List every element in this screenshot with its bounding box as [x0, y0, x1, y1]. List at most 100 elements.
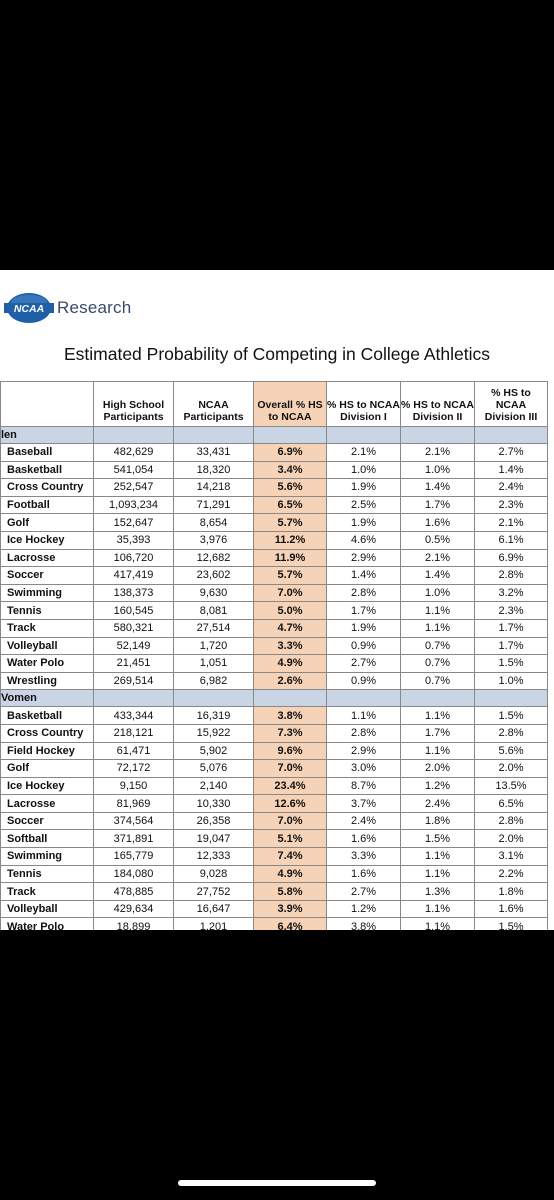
d2-cell: 1.4%	[400, 478, 475, 497]
ncaa-cell: 14,218	[173, 478, 254, 497]
sport-cell: Golf	[0, 759, 94, 778]
page-title: Estimated Probability of Competing in Co…	[63, 344, 491, 364]
overall-cell: 9.6%	[253, 741, 327, 761]
table-row: Ice Hockey 35,393 3,976 11.2% 4.6% 0.5% 6.1%	[0, 530, 548, 550]
d3-cell: 2.8%	[474, 723, 548, 743]
sport-cell: Water Polo	[0, 917, 94, 930]
d1-cell: 2.9%	[326, 548, 401, 568]
ncaa-cell: 15,922	[173, 723, 254, 743]
sport-cell: Volleyball	[0, 899, 94, 919]
d1-cell: 1.9%	[326, 478, 401, 497]
sport-cell: Soccer	[0, 566, 94, 585]
ncaa-cell: 27,514	[173, 618, 254, 638]
table-row: Soccer 417,419 23,602 5.7% 1.4% 1.4% 2.8%	[0, 566, 548, 585]
group-header-row: len	[0, 426, 548, 444]
d3-cell: 6.5%	[474, 794, 548, 813]
d1-cell: 2.4%	[326, 811, 401, 831]
ncaa-cell: 16,647	[173, 899, 254, 919]
d2-cell: 1.8%	[400, 811, 475, 831]
hs-cell: 72,172	[93, 759, 174, 778]
d1-cell: 1.2%	[326, 899, 401, 919]
hs-cell: 580,321	[93, 618, 174, 638]
d3-cell: 1.8%	[474, 882, 548, 901]
hs-cell: 371,891	[93, 829, 174, 849]
group-empty-cell	[173, 426, 254, 444]
hs-cell: 269,514	[93, 671, 174, 691]
table-body: len Baseball 482,629 33,431 6.9% 2.1% 2.1% 2.7%…	[0, 426, 548, 930]
table-row: Golf 72,172 5,076 7.0% 3.0% 2.0% 2.0%	[0, 759, 548, 778]
d2-cell: 1.7%	[400, 495, 475, 515]
d2-cell: 1.1%	[400, 741, 475, 761]
d2-cell: 0.7%	[400, 636, 475, 656]
table-row: Cross Country 218,121 15,922 7.3% 2.8% 1.7% 2.…	[0, 723, 548, 743]
d3-cell: 6.1%	[474, 530, 548, 550]
table-row: Golf 152,647 8,654 5.7% 1.9% 1.6% 2.1%	[0, 513, 548, 532]
d1-cell: 1.6%	[326, 829, 401, 849]
table-row: Soccer 374,564 26,358 7.0% 2.4% 1.8% 2.8%	[0, 811, 548, 831]
hs-cell: 433,344	[93, 706, 174, 725]
ncaa-cell: 23,602	[173, 566, 254, 585]
d2-cell: 1.0%	[400, 583, 475, 603]
group-empty-cell	[173, 689, 254, 708]
group-label: len	[0, 426, 94, 444]
group-empty-cell	[93, 426, 174, 444]
sport-cell: Lacrosse	[0, 548, 94, 568]
d3-cell: 5.6%	[474, 741, 548, 761]
d2-cell: 0.5%	[400, 530, 475, 550]
sport-cell: Swimming	[0, 583, 94, 603]
hs-cell: 106,720	[93, 548, 174, 568]
table-row: Tennis 160,545 8,081 5.0% 1.7% 1.1% 2.3%	[0, 601, 548, 620]
ncaa-cell: 1,720	[173, 636, 254, 656]
sport-cell: Volleyball	[0, 636, 94, 656]
group-empty-cell	[474, 426, 548, 444]
table-row: Water Polo 21,451 1,051 4.9% 2.7% 0.7% 1.5%	[0, 654, 548, 673]
d3-cell: 13.5%	[474, 776, 548, 796]
d1-cell: 3.3%	[326, 847, 401, 866]
d1-cell: 0.9%	[326, 671, 401, 691]
overall-cell: 5.6%	[253, 478, 327, 497]
d3-cell: 2.3%	[474, 495, 548, 515]
group-empty-cell	[400, 426, 475, 444]
hs-cell: 138,373	[93, 583, 174, 603]
d3-cell: 3.2%	[474, 583, 548, 603]
d3-cell: 1.6%	[474, 899, 548, 919]
overall-cell: 3.3%	[253, 636, 327, 656]
table-row: Cross Country 252,547 14,218 5.6% 1.9% 1.4% 2.…	[0, 478, 548, 497]
ncaa-cell: 1,051	[173, 654, 254, 673]
table-row: Ice Hockey 9,150 2,140 23.4% 8.7% 1.2% 13.5%	[0, 776, 548, 796]
ncaa-cell: 2,140	[173, 776, 254, 796]
table-row: Swimming 138,373 9,630 7.0% 2.8% 1.0% 3.2%	[0, 583, 548, 603]
overall-cell: 12.6%	[253, 794, 327, 813]
overall-cell: 7.0%	[253, 583, 327, 603]
sport-cell: Softball	[0, 829, 94, 849]
header-ncaa-participants: NCAA Participants	[173, 381, 254, 427]
d1-cell: 3.8%	[326, 917, 401, 930]
d2-cell: 2.4%	[400, 794, 475, 813]
ncaa-cell: 16,319	[173, 706, 254, 725]
hs-cell: 252,547	[93, 478, 174, 497]
d1-cell: 2.1%	[326, 443, 401, 462]
d3-cell: 1.5%	[474, 706, 548, 725]
d1-cell: 2.5%	[326, 495, 401, 515]
d3-cell: 1.7%	[474, 636, 548, 656]
ncaa-cell: 9,630	[173, 583, 254, 603]
table-row: Track 580,321 27,514 4.7% 1.9% 1.1% 1.7%	[0, 618, 548, 638]
overall-cell: 4.7%	[253, 618, 327, 638]
d2-cell: 2.0%	[400, 759, 475, 778]
d1-cell: 2.7%	[326, 882, 401, 901]
d2-cell: 1.4%	[400, 566, 475, 585]
home-indicator[interactable]	[178, 1180, 376, 1186]
table-row: Basketball 433,344 16,319 3.8% 1.1% 1.1% 1.5%	[0, 706, 548, 725]
d2-cell: 1.3%	[400, 882, 475, 901]
d2-cell: 1.1%	[400, 618, 475, 638]
table-row: Football 1,093,234 71,291 6.5% 2.5% 1.7% 2.3%	[0, 495, 548, 515]
sport-cell: Track	[0, 882, 94, 901]
hs-cell: 35,393	[93, 530, 174, 550]
ncaa-research-logo: NCAA Research	[4, 292, 131, 324]
ncaa-cell: 10,330	[173, 794, 254, 813]
d1-cell: 1.7%	[326, 601, 401, 620]
hs-cell: 218,121	[93, 723, 174, 743]
d3-cell: 2.1%	[474, 513, 548, 532]
hs-cell: 152,647	[93, 513, 174, 532]
overall-cell: 7.4%	[253, 847, 327, 866]
